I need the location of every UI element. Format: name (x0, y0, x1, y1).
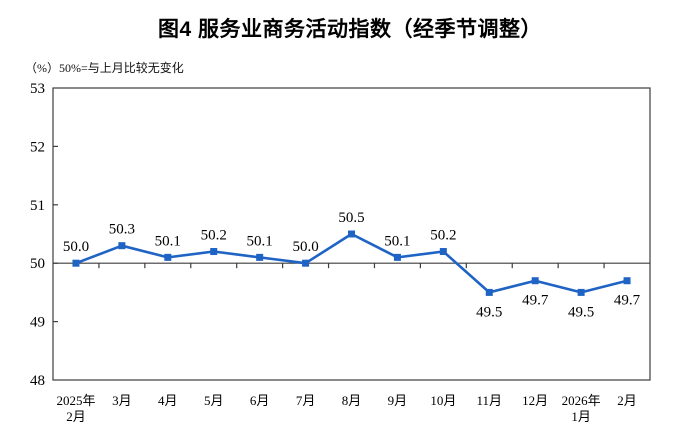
data-label: 49.5 (476, 304, 502, 320)
data-point-marker (623, 277, 631, 285)
data-label: 49.7 (614, 293, 641, 309)
data-point-marker (393, 253, 401, 261)
y-axis-label: 51 (30, 198, 45, 214)
x-axis-label: 4月 (158, 393, 178, 408)
data-label: 50.2 (430, 228, 456, 244)
data-point-marker (485, 288, 493, 296)
x-axis-label: 2025年 (56, 393, 95, 408)
data-point-marker (577, 288, 585, 296)
x-axis-label: 1月 (571, 409, 591, 424)
data-label: 49.5 (568, 304, 594, 320)
chart-title: 图4 服务业商务活动指数（经季节调整） (157, 18, 542, 41)
x-axis-label: 5月 (204, 393, 224, 408)
data-point-marker (164, 253, 172, 261)
x-axis-label: 11月 (477, 393, 503, 408)
data-label: 50.1 (247, 233, 273, 249)
x-axis-label: 2月 (617, 393, 637, 408)
x-axis-label: 2026年 (562, 393, 601, 408)
data-label: 50.3 (109, 222, 135, 238)
data-label: 50.1 (155, 233, 181, 249)
y-axis-label: 48 (30, 373, 45, 389)
x-axis-label: 2月 (66, 409, 86, 424)
data-label: 50.0 (63, 239, 89, 255)
y-axis-label: 52 (30, 139, 45, 155)
data-label: 50.5 (338, 210, 364, 226)
x-axis-label: 6月 (250, 393, 270, 408)
data-label: 50.0 (292, 239, 318, 255)
x-axis-label: 12月 (522, 393, 548, 408)
y-axis-label: 53 (30, 81, 45, 97)
data-point-marker (72, 259, 80, 267)
data-point-marker (439, 248, 447, 256)
y-axis-label: 49 (30, 315, 45, 331)
x-axis-label: 9月 (388, 393, 408, 408)
y-axis-label: 50 (30, 256, 45, 272)
data-label: 50.2 (201, 228, 227, 244)
data-point-marker (348, 230, 355, 238)
data-label: 50.1 (384, 233, 410, 249)
data-point-marker (118, 242, 126, 250)
axis-unit-note: （%）50%=与上月比较无变化 (25, 61, 184, 75)
plot-border (52, 87, 651, 381)
x-axis-label: 3月 (112, 393, 132, 408)
data-point-marker (210, 248, 218, 256)
data-point-marker (256, 253, 264, 261)
data-point-marker (531, 277, 539, 285)
data-label: 49.7 (522, 293, 549, 309)
x-axis-label: 8月 (342, 393, 362, 408)
x-axis-label: 7月 (296, 393, 316, 408)
data-point-marker (302, 259, 310, 267)
x-axis-label: 10月 (430, 393, 456, 408)
